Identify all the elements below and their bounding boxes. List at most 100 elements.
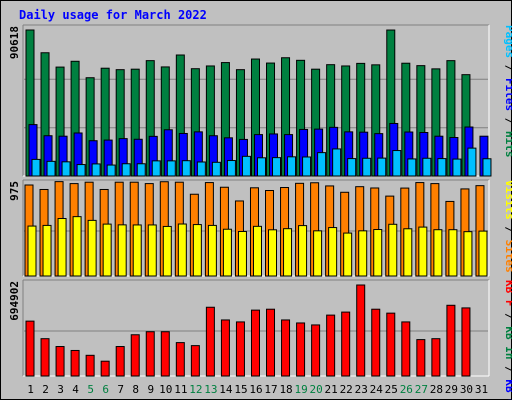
legend-kbf: KB F xyxy=(503,280,512,307)
day-label-6: 6 xyxy=(102,383,109,396)
panel-3-kbf-bar-day-27 xyxy=(416,339,426,377)
day-label-22: 22 xyxy=(340,383,353,396)
panel-3-kbf-bar-day-19 xyxy=(296,322,306,377)
panel-2-visits-bar-day-6 xyxy=(102,223,112,277)
panel-2-visits-bar-day-19 xyxy=(298,225,308,277)
chart-title: Daily usage for March 2022 xyxy=(19,8,207,22)
panel-1-pages-bar-day-25 xyxy=(392,150,402,177)
panel-1-pages-bar-day-1 xyxy=(31,158,41,177)
panel-1-pages-bar-day-8 xyxy=(136,163,146,177)
panel-1-pages-bar-day-7 xyxy=(121,163,131,177)
panel-3-kbf-bar-day-3 xyxy=(55,346,65,377)
panel-3-kbf-bar-day-22 xyxy=(341,311,351,377)
panel-1-pages-bar-day-4 xyxy=(76,164,86,177)
panel-1-max-label: 90618 xyxy=(8,26,21,59)
panel-1-pages-bar-day-22 xyxy=(347,158,357,177)
panel-1-pages-bar-day-12 xyxy=(196,161,206,177)
panel-3-kbf-bar-day-1 xyxy=(25,320,35,377)
panel-1-pages-bar-day-2 xyxy=(46,160,56,177)
panel-2-max-label: 975 xyxy=(8,181,21,201)
panel-2-visits-bar-day-29 xyxy=(448,229,458,277)
legend-separator: / xyxy=(503,58,512,78)
panel-1-pages-bar-day-11 xyxy=(181,160,191,177)
panel-3-kbf-bar-day-5 xyxy=(85,354,95,377)
panel-1-pages-bar-day-18 xyxy=(287,156,297,177)
panel-3-kbf-bar-day-29 xyxy=(446,304,456,377)
panel-3-kbf-bar-day-25 xyxy=(386,312,396,377)
legend-sites: Sites xyxy=(503,240,512,273)
panel-3-kbf-bar-day-16 xyxy=(250,309,260,377)
legend-separator: / xyxy=(503,307,512,327)
day-label-9: 9 xyxy=(147,383,154,396)
legend-hits: Hits xyxy=(503,131,512,158)
panel-1-pages-bar-day-6 xyxy=(106,164,116,177)
panel-3-kbf-bar-day-12 xyxy=(190,345,200,377)
panel-2-visits-bar-day-31 xyxy=(478,230,488,277)
legend-visits: Visits xyxy=(503,180,512,220)
panel-2-visits-bar-day-11 xyxy=(177,223,187,277)
day-label-14: 14 xyxy=(219,383,233,396)
panel-1-pages-bar-day-13 xyxy=(211,161,221,177)
panel-2-visits-bar-day-22 xyxy=(343,232,353,277)
panel-3-kbf-bar-day-14 xyxy=(220,319,230,377)
panel-3-kbf-bar-day-20 xyxy=(311,324,321,377)
panel-2-visits-bar-day-12 xyxy=(192,224,202,277)
panel-3-kbf-bar-day-23 xyxy=(356,284,366,377)
day-label-13: 13 xyxy=(204,383,217,396)
day-label-4: 4 xyxy=(72,383,79,396)
panel-2-visits-bar-day-25 xyxy=(388,223,398,277)
panel-2-visits-bar-day-15 xyxy=(237,230,247,277)
panel-2-visits-bar-day-5 xyxy=(87,219,97,277)
panel-1-pages-bar-day-15 xyxy=(241,155,251,177)
panel-2-visits-bar-day-2 xyxy=(42,224,52,277)
day-label-19: 19 xyxy=(294,383,307,396)
day-label-10: 10 xyxy=(159,383,172,396)
day-label-17: 17 xyxy=(264,383,277,396)
panel-2-visits-bar-day-27 xyxy=(418,226,428,277)
legend-pages: Pages xyxy=(503,25,512,58)
panel-3-kbf-bar-day-8 xyxy=(130,334,140,377)
day-label-25: 25 xyxy=(385,383,398,396)
panel-3-kbf-bar-day-26 xyxy=(401,321,411,377)
panel-1-pages-bar-day-28 xyxy=(437,158,447,177)
day-label-5: 5 xyxy=(87,383,94,396)
day-label-12: 12 xyxy=(189,383,202,396)
panel-3-kbf-bar-day-18 xyxy=(281,319,291,377)
legend-separator: / xyxy=(503,111,512,131)
day-label-3: 3 xyxy=(57,383,64,396)
panel-3-max-label: 694902 xyxy=(8,281,21,321)
day-label-23: 23 xyxy=(355,383,368,396)
legend-kbin: KB In xyxy=(503,326,512,359)
panel-2-visits-bar-day-16 xyxy=(252,225,262,277)
panel-2-visits-bar-day-9 xyxy=(147,224,157,277)
panel-2-visits-bar-day-18 xyxy=(283,228,293,277)
panel-1-pages-bar-day-14 xyxy=(226,160,236,177)
panel-1-pages-bar-day-26 xyxy=(407,158,417,177)
panel-2-visits-bar-day-1 xyxy=(27,225,37,277)
day-label-16: 16 xyxy=(249,383,262,396)
panel-2-visits-bar-day-7 xyxy=(117,224,127,277)
panel-3-kbf-bar-day-6 xyxy=(100,360,110,377)
day-label-30: 30 xyxy=(460,383,473,396)
panel-2-visits-bar-day-3 xyxy=(57,218,67,277)
panel-1-pages-bar-day-9 xyxy=(151,160,161,177)
panel-3-kbf-bar-day-21 xyxy=(326,314,336,377)
panel-2-visits-bar-day-30 xyxy=(463,231,473,277)
panel-3-kbf-bar-day-28 xyxy=(431,338,441,377)
day-label-27: 27 xyxy=(415,383,428,396)
panel-1-pages-bar-day-21 xyxy=(332,148,342,177)
panel-1-legend: Pages / Files / Hits xyxy=(503,25,512,158)
day-label-18: 18 xyxy=(279,383,292,396)
panel-1-pages-bar-day-20 xyxy=(317,152,327,177)
panel-1-pages-bar-day-17 xyxy=(272,157,282,177)
legend-files: Files xyxy=(503,78,512,111)
panel-3-kbf-bar-day-9 xyxy=(145,331,155,377)
day-label-21: 21 xyxy=(325,383,338,396)
day-label-1: 1 xyxy=(27,383,34,396)
panel-2-visits-bar-day-17 xyxy=(268,229,278,277)
panel-3-kbf-bar-day-10 xyxy=(160,331,170,377)
panel-3-legend: KB F / KB In / KB Out xyxy=(503,280,512,400)
panel-3-kbf-bar-day-2 xyxy=(40,338,50,377)
panel-1-pages-bar-day-27 xyxy=(422,157,432,177)
